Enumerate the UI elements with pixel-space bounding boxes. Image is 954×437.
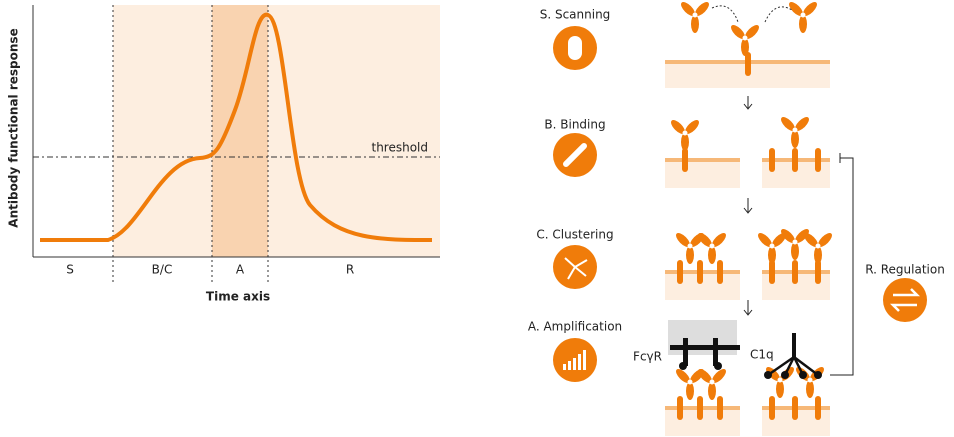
phase-label: S (66, 263, 74, 277)
regulation: R. Regulation (865, 263, 945, 323)
step-label: B. Binding (544, 118, 605, 132)
y-axis-label: Antibody functional response (7, 28, 21, 227)
phase-label: A (236, 263, 245, 277)
regulation-label: R. Regulation (865, 263, 945, 277)
receptor-label: C1q (750, 348, 774, 362)
x-axis-label: Time axis (206, 290, 270, 304)
step-label: C. Clustering (536, 228, 613, 242)
figure: threshold S B/C A R Time axis Antibody f… (0, 0, 954, 437)
receptor-label: FcγR (633, 350, 662, 364)
step-label: A. Amplification (528, 320, 622, 334)
response-panel: threshold S B/C A R Time axis Antibody f… (7, 5, 441, 304)
steps: S. Scanning B. Binding C. Clustering A. … (528, 8, 622, 383)
threshold-label: threshold (371, 141, 428, 155)
step-label: S. Scanning (540, 8, 611, 22)
phase-label: R (346, 263, 354, 277)
phase-label: B/C (152, 263, 173, 277)
